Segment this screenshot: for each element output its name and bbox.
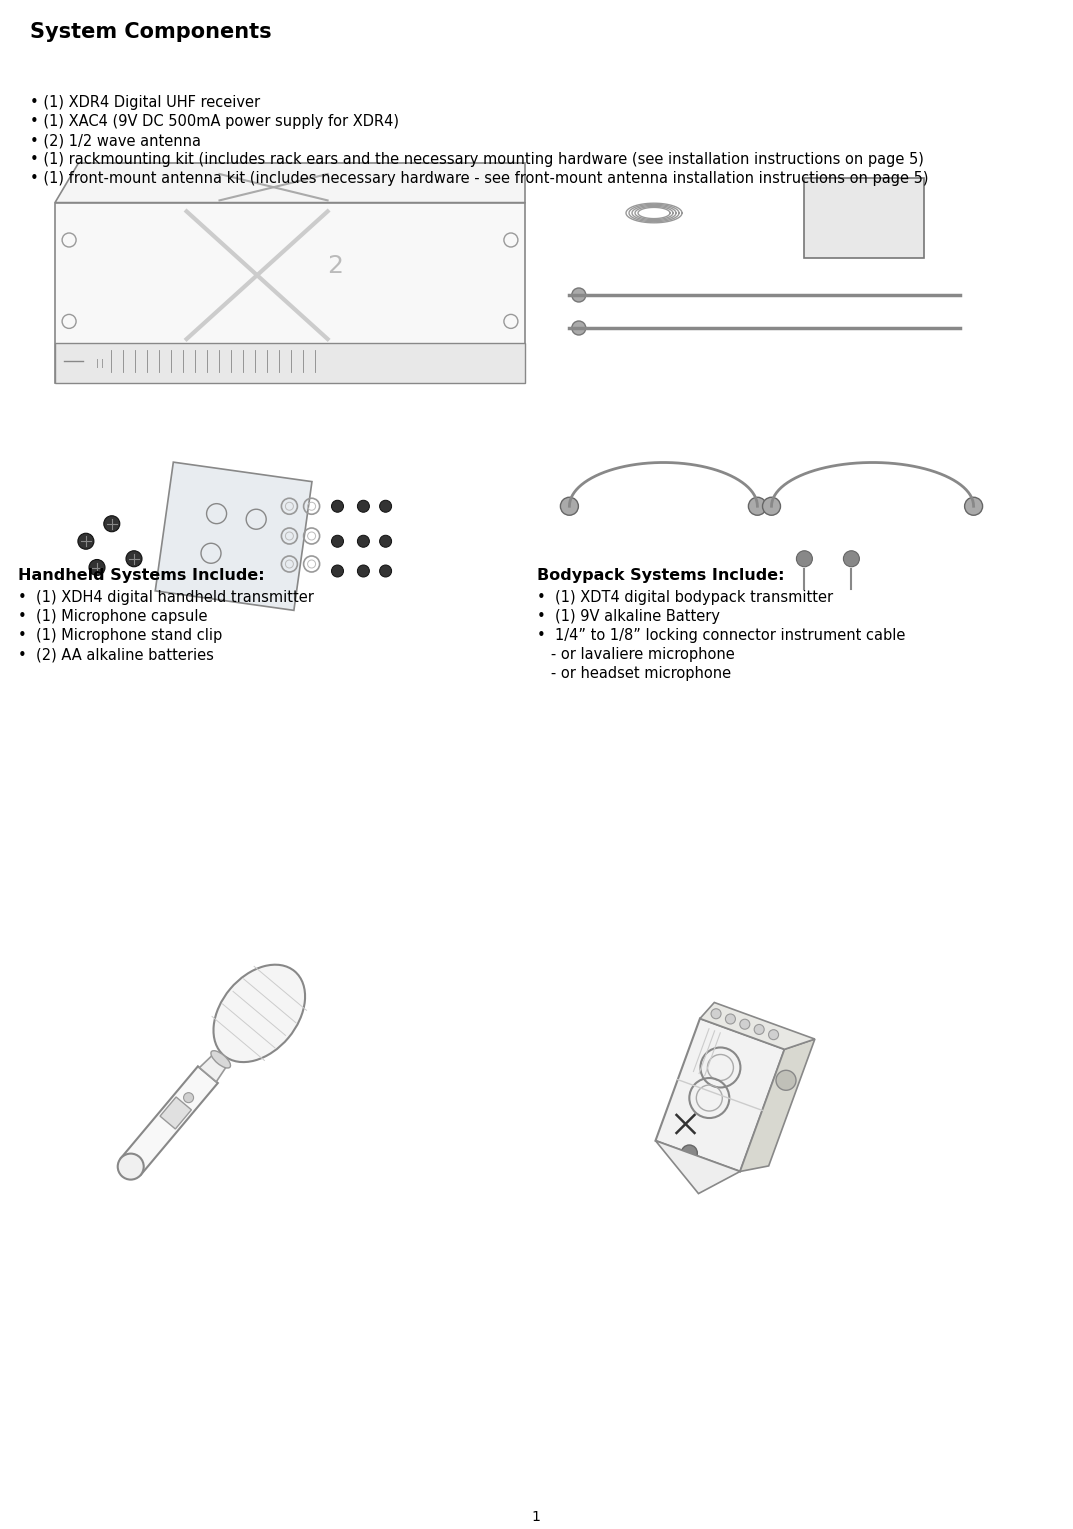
Circle shape xyxy=(357,500,369,512)
Text: 1: 1 xyxy=(531,1511,541,1524)
Polygon shape xyxy=(656,1141,740,1194)
Polygon shape xyxy=(55,203,525,382)
Circle shape xyxy=(78,534,94,549)
Polygon shape xyxy=(156,462,312,610)
Circle shape xyxy=(681,1145,697,1161)
Circle shape xyxy=(332,566,343,576)
Circle shape xyxy=(763,497,780,515)
Polygon shape xyxy=(656,1018,784,1171)
Circle shape xyxy=(725,1014,735,1024)
Circle shape xyxy=(796,550,812,567)
Text: •  (2) AA alkaline batteries: • (2) AA alkaline batteries xyxy=(18,647,214,662)
Polygon shape xyxy=(700,1003,814,1049)
Text: • (1) XDR4 Digital UHF receiver: • (1) XDR4 Digital UHF receiver xyxy=(30,95,260,110)
Text: •  1/4” to 1/8” locking connector instrument cable: • 1/4” to 1/8” locking connector instrum… xyxy=(536,628,906,644)
Circle shape xyxy=(380,566,392,576)
Circle shape xyxy=(357,566,369,576)
Circle shape xyxy=(754,1024,764,1035)
Circle shape xyxy=(89,560,105,575)
Circle shape xyxy=(357,535,369,547)
Text: • (1) XAC4 (9V DC 500mA power supply for XDR4): • (1) XAC4 (9V DC 500mA power supply for… xyxy=(30,115,399,128)
Circle shape xyxy=(118,1153,144,1179)
Circle shape xyxy=(739,1020,750,1029)
Circle shape xyxy=(332,535,343,547)
Circle shape xyxy=(572,321,586,335)
Text: •  (1) Microphone stand clip: • (1) Microphone stand clip xyxy=(18,628,222,644)
Text: |: | xyxy=(101,359,103,367)
Circle shape xyxy=(183,1093,193,1102)
Text: • (1) rackmounting kit (includes rack ears and the necessary mounting hardware (: • (1) rackmounting kit (includes rack ea… xyxy=(30,151,924,167)
Ellipse shape xyxy=(214,965,305,1063)
Polygon shape xyxy=(805,177,925,258)
Text: •  (1) XDT4 digital bodypack transmitter: • (1) XDT4 digital bodypack transmitter xyxy=(536,590,833,605)
Polygon shape xyxy=(160,1096,191,1128)
Circle shape xyxy=(965,497,983,515)
Text: •  (1) XDH4 digital handheld transmitter: • (1) XDH4 digital handheld transmitter xyxy=(18,590,314,605)
Circle shape xyxy=(768,1029,779,1040)
Circle shape xyxy=(843,550,859,567)
Polygon shape xyxy=(55,344,525,382)
Text: 2: 2 xyxy=(327,254,343,278)
Polygon shape xyxy=(55,164,525,203)
Text: • (1) front-mount antenna kit (includes necessary hardware - see front-mount ant: • (1) front-mount antenna kit (includes … xyxy=(30,171,928,187)
Polygon shape xyxy=(200,1053,227,1081)
Text: •  (1) Microphone capsule: • (1) Microphone capsule xyxy=(18,609,207,624)
Text: •  (1) 9V alkaline Battery: • (1) 9V alkaline Battery xyxy=(536,609,720,624)
Circle shape xyxy=(380,535,392,547)
Circle shape xyxy=(711,1009,721,1018)
Polygon shape xyxy=(740,1040,814,1171)
Circle shape xyxy=(748,497,766,515)
Circle shape xyxy=(572,287,586,303)
Text: System Components: System Components xyxy=(30,21,271,41)
Text: |: | xyxy=(95,359,99,367)
Circle shape xyxy=(332,500,343,512)
Circle shape xyxy=(560,497,578,515)
Text: - or lavaliere microphone: - or lavaliere microphone xyxy=(536,647,735,662)
Text: • (2) 1/2 wave antenna: • (2) 1/2 wave antenna xyxy=(30,133,201,148)
Text: Bodypack Systems Include:: Bodypack Systems Include: xyxy=(536,567,784,583)
Ellipse shape xyxy=(211,1050,231,1069)
Circle shape xyxy=(104,515,120,532)
Polygon shape xyxy=(121,1066,218,1174)
Text: - or headset microphone: - or headset microphone xyxy=(536,667,731,680)
Circle shape xyxy=(776,1070,796,1090)
Text: Handheld Systems Include:: Handheld Systems Include: xyxy=(18,567,265,583)
Circle shape xyxy=(126,550,142,567)
Circle shape xyxy=(380,500,392,512)
